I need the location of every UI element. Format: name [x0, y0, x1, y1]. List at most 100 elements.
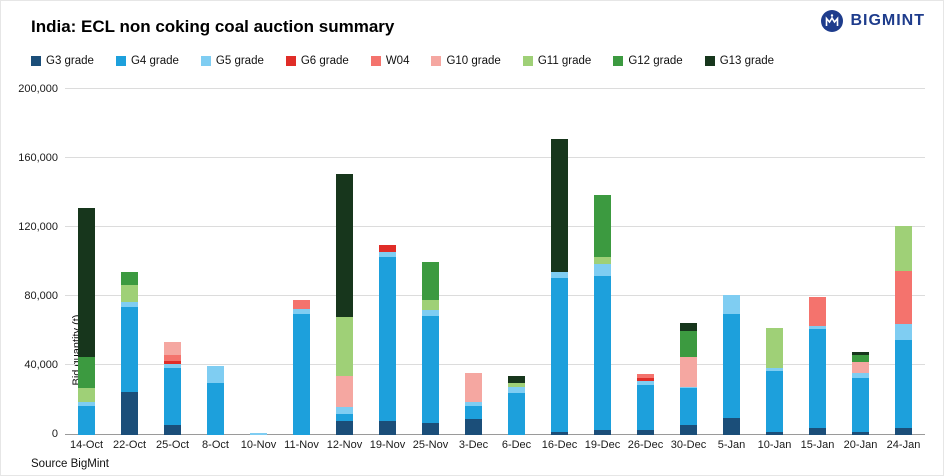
gridline [65, 226, 925, 227]
bar-segment [852, 372, 869, 378]
gridline [65, 88, 925, 89]
bar-segment [809, 296, 826, 327]
bar-segment [852, 355, 869, 363]
legend-swatch-icon [370, 56, 381, 66]
bar-segment [164, 360, 181, 365]
bar-segment [336, 407, 353, 415]
x-tick-label: 22-Oct [112, 439, 146, 451]
bar-segment [895, 428, 912, 435]
bar-segment [164, 367, 181, 425]
bar-segment [809, 326, 826, 330]
stacked-bar [336, 173, 353, 435]
x-tick-label: 24-Jan [886, 439, 921, 451]
bar-segment [723, 313, 740, 418]
x-tick-label: 16-Dec [541, 439, 578, 451]
bar-segment [422, 310, 439, 316]
bar-segment [422, 300, 439, 311]
bar-segment [250, 433, 267, 435]
stacked-bar [379, 244, 396, 435]
bar-segment [293, 300, 310, 309]
bar-slot [538, 89, 581, 435]
bar-segment [895, 225, 912, 271]
stacked-bar [551, 139, 568, 435]
legend-item: G12 grade [613, 55, 683, 67]
y-tick-label: 0 [51, 428, 58, 440]
bar-segment [723, 294, 740, 314]
bar-slot [710, 89, 753, 435]
gridline [65, 364, 925, 365]
bar-slot [796, 89, 839, 435]
bar-slot [366, 89, 409, 435]
legend-label: G13 grade [719, 55, 775, 67]
gridline [65, 157, 925, 158]
stacked-bar [723, 294, 740, 435]
gridline [65, 295, 925, 296]
plot-area: 0 40,000 80,000 120,000 160,000 200,000 [18, 83, 925, 440]
stacked-bar [508, 376, 525, 435]
bar-segment [379, 256, 396, 422]
bar-segment [164, 341, 181, 356]
y-tick-label: 200,000 [18, 83, 58, 95]
bar-segment [895, 339, 912, 429]
bar-segment [78, 402, 95, 406]
bar-segment [551, 272, 568, 278]
bar-segment [508, 386, 525, 394]
x-tick-label: 10-Jan [757, 439, 792, 451]
bar-segment [207, 383, 224, 435]
legend-swatch-icon [285, 56, 296, 66]
bar-segment [121, 301, 138, 307]
stacked-bar [121, 272, 138, 435]
stacked-bar [207, 365, 224, 435]
legend-swatch-icon [115, 56, 126, 66]
bar-segment [766, 371, 783, 432]
bar-segment [164, 364, 181, 368]
x-axis-labels: 14-Oct 22-Oct 25-Oct 8-Oct 10-Nov 11-Nov 12-No… [65, 439, 925, 451]
bar-segment [594, 275, 611, 430]
bar-segment [465, 372, 482, 403]
x-tick-label: 25-Nov [412, 439, 449, 451]
bar-slot [65, 89, 108, 435]
stacked-bar [422, 262, 439, 435]
bar-segment [766, 367, 783, 371]
stacked-bar [852, 352, 869, 435]
legend-swatch-icon [200, 56, 211, 66]
legend-label: G10 grade [446, 55, 501, 67]
bar-slot [753, 89, 796, 435]
bar-segment [336, 414, 353, 422]
legend-label: G12 grade [628, 55, 683, 67]
bar-segment [852, 377, 869, 432]
bar-segment [637, 374, 654, 378]
stacked-bar [809, 296, 826, 435]
stacked-bar [293, 300, 310, 435]
bar-segment [465, 402, 482, 406]
bar-segment [121, 284, 138, 302]
bar-segment [766, 327, 783, 368]
bar-segment [637, 429, 654, 435]
y-tick-label: 80,000 [24, 290, 58, 302]
bar-segment [680, 424, 697, 435]
x-tick-label: 19-Dec [584, 439, 621, 451]
source-note: Source BigMint [31, 458, 109, 470]
bar-segment [508, 393, 525, 435]
legend-item: G5 grade [200, 55, 264, 67]
bar-segment [207, 365, 224, 384]
bar-segment [637, 381, 654, 385]
bar-segment [852, 431, 869, 435]
legend-item: G3 grade [31, 55, 94, 67]
bigmint-logo: BIGMINT [820, 9, 925, 33]
bar-segment [895, 324, 912, 340]
bar-segment [293, 308, 310, 314]
bar-slot [882, 89, 925, 435]
bigmint-logo-icon [820, 9, 844, 33]
legend-item: G11 grade [522, 55, 591, 67]
bar-segment [336, 376, 353, 408]
stacked-bar [164, 341, 181, 435]
bar-slot [108, 89, 151, 435]
legend-item: W04 [370, 55, 409, 67]
bar-segment [680, 331, 697, 358]
x-tick-label: 3-Dec [458, 439, 489, 451]
bar-segment [379, 251, 396, 257]
bar-segment [422, 262, 439, 301]
stacked-bar [465, 372, 482, 435]
